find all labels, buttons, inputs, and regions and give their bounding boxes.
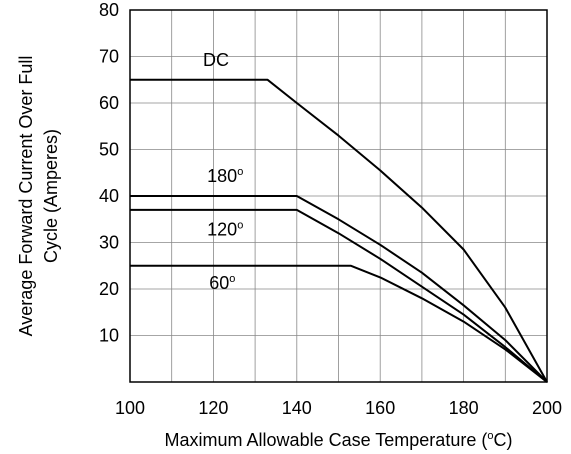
y-tick-label: 50 (99, 140, 119, 160)
grid-lines (130, 10, 547, 382)
series-label-degree: o (229, 273, 235, 285)
series-label-text: 60 (209, 273, 229, 293)
y-axis-tick-labels: 10 20 30 40 50 60 70 80 (99, 0, 119, 346)
series-label-text: 120 (207, 220, 237, 240)
y-axis-title-line-1: Average Forward Current Over Full (16, 56, 36, 337)
y-tick-label: 60 (99, 93, 119, 113)
series-label-text: DC (203, 50, 229, 70)
y-tick-label: 10 (99, 326, 119, 346)
x-tick-label: 200 (532, 398, 562, 418)
series-label-degree: o (237, 220, 243, 232)
x-axis-title-unit: C) (493, 430, 512, 450)
x-axis-tick-labels: 100 120 140 160 180 200 (115, 398, 562, 418)
x-tick-label: 160 (365, 398, 395, 418)
series-line-3 (130, 264, 548, 383)
y-tick-label: 70 (99, 47, 119, 67)
x-tick-label: 120 (198, 398, 228, 418)
x-tick-label: 100 (115, 398, 145, 418)
x-axis-title: Maximum Allowable Case Temperature (oC) (165, 430, 513, 450)
series-line-0 (130, 78, 548, 383)
y-tick-label: 30 (99, 233, 119, 253)
series-line-1 (130, 195, 548, 383)
series-label-3: 60o (209, 273, 235, 293)
series-label-2: 120o (207, 220, 243, 240)
x-tick-label: 180 (449, 398, 479, 418)
y-tick-label: 80 (99, 0, 119, 20)
y-axis-title: Average Forward Current Over Full Cycle … (16, 56, 61, 337)
series-label-1: 180o (207, 166, 243, 186)
y-axis-title-line-2: Cycle (Amperes) (41, 129, 61, 263)
x-axis-title-main: Maximum Allowable Case Temperature ( (165, 430, 488, 450)
x-axis-title-degree: o (487, 430, 493, 442)
series-label-degree: o (237, 166, 243, 178)
series-label-0: DC (203, 50, 229, 70)
y-tick-label: 40 (99, 186, 119, 206)
series-label-text: 180 (207, 166, 237, 186)
series-lines (130, 78, 548, 383)
y-tick-label: 20 (99, 279, 119, 299)
x-tick-label: 140 (282, 398, 312, 418)
series-line-2 (130, 208, 548, 383)
